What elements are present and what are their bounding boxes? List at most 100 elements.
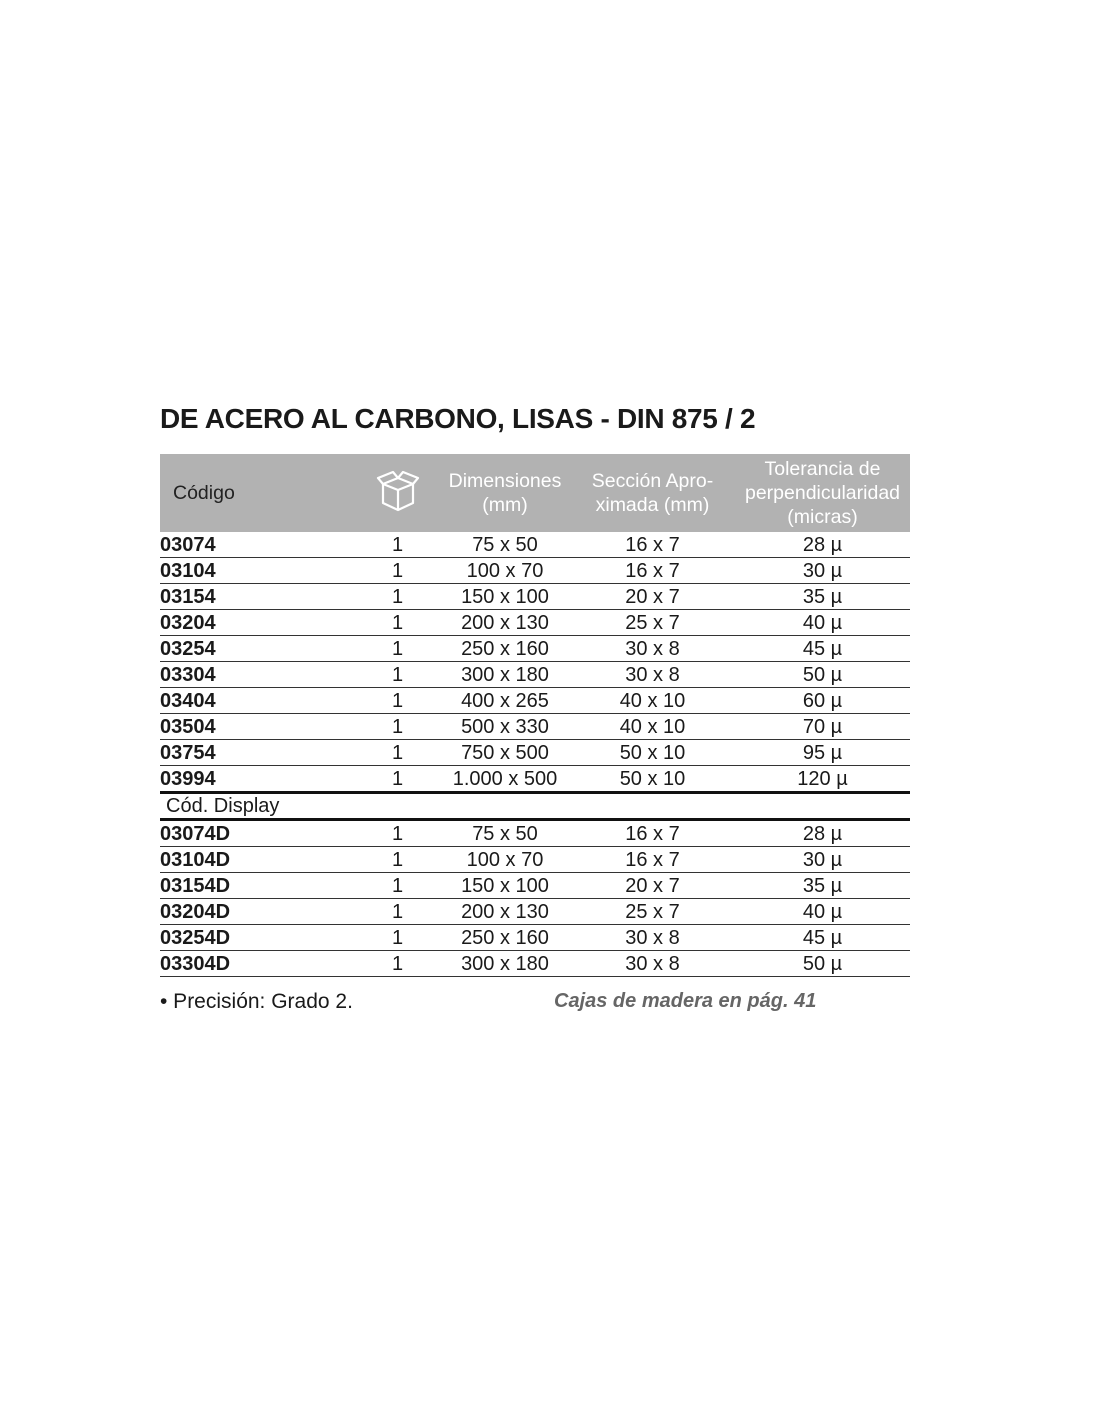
- cell-tolerance: 45 µ: [802, 927, 843, 949]
- cell-quantity: 1: [391, 560, 404, 582]
- cell-section: 30 x 8: [625, 638, 680, 660]
- cell-tolerance: 60 µ: [802, 690, 843, 712]
- cell-tolerance: 35 µ: [802, 586, 843, 608]
- cell-section: 50 x 10: [619, 768, 686, 790]
- cell-dimensions: 150 x 100: [461, 875, 549, 897]
- cell-code: 03994: [160, 768, 216, 790]
- box-icon: [355, 468, 440, 518]
- cell-dimensions: 75 x 50: [472, 534, 538, 556]
- table-row: 03104 1 100 x 70 16 x 7 30 µ: [160, 558, 910, 584]
- cell-section: 16 x 7: [625, 849, 680, 871]
- cell-tolerance: 45 µ: [802, 638, 843, 660]
- reference-note: Cajas de madera en pág. 41: [554, 990, 817, 1012]
- cell-code: 03504: [160, 716, 216, 738]
- cell-quantity: 1: [391, 742, 404, 764]
- cell-section: 30 x 8: [625, 927, 680, 949]
- cell-tolerance: 120 µ: [797, 768, 848, 790]
- cell-tolerance: 28 µ: [802, 823, 843, 845]
- table-row: 03254 1 250 x 160 30 x 8 45 µ: [160, 636, 910, 662]
- cell-tolerance: 28 µ: [802, 534, 843, 556]
- table-row: 03204D 1 200 x 130 25 x 7 40 µ: [160, 899, 910, 925]
- cell-code: 03304: [160, 664, 216, 686]
- cell-code: 03104D: [160, 849, 231, 871]
- cell-tolerance: 40 µ: [802, 901, 843, 923]
- table-row: 03304D 1 300 x 180 30 x 8 50 µ: [160, 951, 910, 977]
- cell-quantity: 1: [391, 901, 404, 923]
- table-row: 03994 1 1.000 x 500 50 x 10 120 µ: [160, 766, 910, 794]
- cell-code: 03154D: [160, 875, 231, 897]
- cell-dimensions: 200 x 130: [461, 901, 549, 923]
- cell-quantity: 1: [391, 690, 404, 712]
- cell-dimensions: 400 x 265: [461, 690, 549, 712]
- cell-code: 03154: [160, 586, 216, 608]
- cell-section: 20 x 7: [625, 875, 680, 897]
- cell-dimensions: 500 x 330: [461, 716, 549, 738]
- cell-section: 16 x 7: [625, 560, 680, 582]
- table-row: 03304 1 300 x 180 30 x 8 50 µ: [160, 662, 910, 688]
- page-title: DE ACERO AL CARBONO, LISAS - DIN 875 / 2: [160, 403, 756, 434]
- cell-dimensions: 250 x 160: [461, 638, 549, 660]
- cell-code: 03254D: [160, 927, 231, 949]
- cell-section: 16 x 7: [625, 823, 680, 845]
- cell-quantity: 1: [391, 612, 404, 634]
- cell-tolerance: 30 µ: [802, 560, 843, 582]
- cell-tolerance: 40 µ: [802, 612, 843, 634]
- cell-dimensions: 1.000 x 500: [452, 768, 558, 790]
- cell-quantity: 1: [391, 823, 404, 845]
- cell-dimensions: 300 x 180: [461, 953, 549, 975]
- table-row: 03154 1 150 x 100 20 x 7 35 µ: [160, 584, 910, 610]
- precision-note: • Precisión: Grado 2.: [160, 990, 353, 1013]
- table-row: 03154D 1 150 x 100 20 x 7 35 µ: [160, 873, 910, 899]
- cell-code: 03404: [160, 690, 216, 712]
- cell-section: 40 x 10: [619, 690, 686, 712]
- cell-quantity: 1: [391, 927, 404, 949]
- cell-section: 25 x 7: [625, 901, 680, 923]
- cell-quantity: 1: [391, 849, 404, 871]
- cell-quantity: 1: [391, 586, 404, 608]
- cell-dimensions: 250 x 160: [461, 927, 549, 949]
- table-row: 03504 1 500 x 330 40 x 10 70 µ: [160, 714, 910, 740]
- cell-code: 03204D: [160, 901, 231, 923]
- cell-tolerance: 50 µ: [802, 953, 843, 975]
- cell-tolerance: 30 µ: [802, 849, 843, 871]
- cell-quantity: 1: [391, 534, 404, 556]
- cell-quantity: 1: [391, 664, 404, 686]
- cell-dimensions: 100 x 70: [466, 849, 544, 871]
- table-row: 03754 1 750 x 500 50 x 10 95 µ: [160, 740, 910, 766]
- table-header: Código Dimensiones (mm) Sección Apro-xim…: [160, 454, 910, 532]
- cell-dimensions: 100 x 70: [466, 560, 544, 582]
- table-row: 03074 1 75 x 50 16 x 7 28 µ: [160, 532, 910, 558]
- table-row: 03104D 1 100 x 70 16 x 7 30 µ: [160, 847, 910, 873]
- cell-section: 30 x 8: [625, 953, 680, 975]
- table-row: 03254D 1 250 x 160 30 x 8 45 µ: [160, 925, 910, 951]
- cell-quantity: 1: [391, 875, 404, 897]
- cell-section: 16 x 7: [625, 534, 680, 556]
- cell-quantity: 1: [391, 953, 404, 975]
- table-row: 03204 1 200 x 130 25 x 7 40 µ: [160, 610, 910, 636]
- cell-code: 03204: [160, 612, 216, 634]
- cell-section: 40 x 10: [619, 716, 686, 738]
- cell-code: 03074: [160, 534, 216, 556]
- cell-tolerance: 70 µ: [802, 716, 843, 738]
- cell-section: 25 x 7: [625, 612, 680, 634]
- cell-code: 03104: [160, 560, 216, 582]
- cell-tolerance: 50 µ: [802, 664, 843, 686]
- header-tolerance: Tolerancia de perpendicularidad (micras): [744, 458, 901, 528]
- display-section-label: Cód. Display: [160, 794, 910, 821]
- cell-code: 03304D: [160, 953, 231, 975]
- cell-dimensions: 750 x 500: [461, 742, 549, 764]
- cell-dimensions: 200 x 130: [461, 612, 549, 634]
- cell-section: 30 x 8: [625, 664, 680, 686]
- cell-code: 03254: [160, 638, 216, 660]
- cell-code: 03754: [160, 742, 216, 764]
- table-row: 03074D 1 75 x 50 16 x 7 28 µ: [160, 821, 910, 847]
- cell-quantity: 1: [391, 638, 404, 660]
- cell-dimensions: 150 x 100: [461, 586, 549, 608]
- cell-tolerance: 95 µ: [802, 742, 843, 764]
- product-table: Código Dimensiones (mm) Sección Apro-xim…: [160, 454, 910, 977]
- header-section: Sección Apro-ximada (mm): [591, 470, 714, 516]
- table-row: 03404 1 400 x 265 40 x 10 60 µ: [160, 688, 910, 714]
- cell-section: 50 x 10: [619, 742, 686, 764]
- cell-quantity: 1: [391, 768, 404, 790]
- cell-dimensions: 300 x 180: [461, 664, 549, 686]
